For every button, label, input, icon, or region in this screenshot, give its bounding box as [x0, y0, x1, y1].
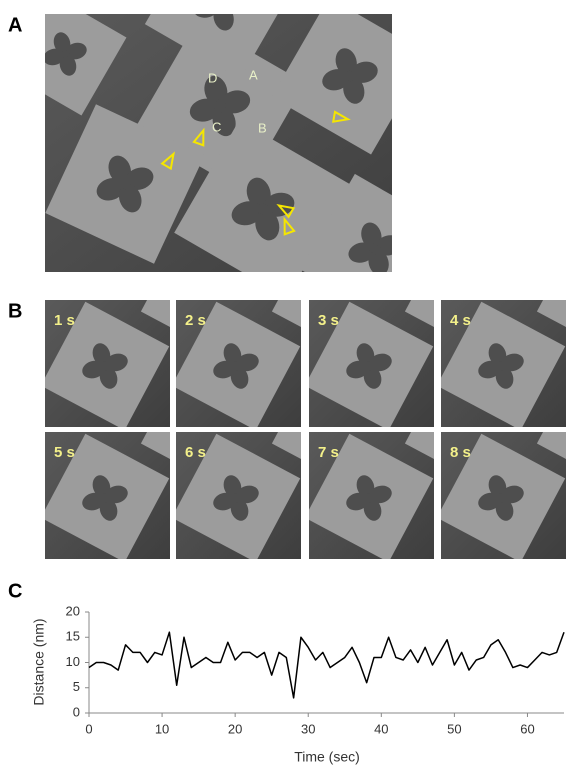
region-letter: A: [249, 67, 258, 82]
frame-image: [176, 432, 301, 559]
region-letter: D: [208, 70, 217, 85]
y-tick-label: 15: [66, 629, 80, 644]
frame-label: 8 s: [450, 444, 471, 461]
panel-label: A: [8, 14, 22, 36]
x-tick-label: 0: [85, 721, 92, 736]
frame-image: [309, 300, 434, 427]
region-letter: C: [212, 119, 221, 134]
y-tick-label: 5: [73, 679, 80, 694]
frame-label: 5 s: [54, 444, 75, 461]
x-tick-label: 20: [228, 721, 242, 736]
panel-label: C: [8, 580, 22, 602]
frame-image: [45, 432, 170, 559]
frame-label: 4 s: [450, 312, 471, 329]
frame-grid: 1 s 2 s 3 s 4 s 5 s 6 s 7 s 8 s: [45, 300, 566, 559]
y-tick-label: 0: [73, 704, 80, 719]
frame-label: 1 s: [54, 312, 75, 329]
frame-image: [45, 300, 170, 427]
y-axis-title: Distance (nm): [31, 618, 47, 705]
afm-image: [45, 14, 392, 272]
frame-label: 7 s: [318, 444, 339, 461]
frame-label: 2 s: [185, 312, 206, 329]
x-tick-label: 10: [155, 721, 169, 736]
line-chart: Time (sec) Distance (nm) 0 5 10 15 20 0 10 20 30…: [31, 603, 565, 765]
frame-image: [441, 300, 566, 427]
frame-label: 6 s: [185, 444, 206, 461]
x-tick-label: 60: [520, 721, 534, 736]
x-tick-label: 40: [374, 721, 388, 736]
data-line: [88, 631, 565, 699]
x-tick-label: 30: [301, 721, 315, 736]
frame-label: 3 s: [318, 312, 339, 329]
region-letter: B: [258, 120, 267, 135]
panel-label: B: [8, 300, 22, 322]
frame-image: [309, 432, 434, 559]
y-tick-label: 10: [66, 654, 80, 669]
y-tick-label: 20: [66, 603, 80, 618]
x-axis-title: Time (sec): [294, 749, 360, 765]
frame-image: [441, 432, 566, 559]
frame-image: [176, 300, 301, 427]
x-tick-label: 50: [447, 721, 461, 736]
